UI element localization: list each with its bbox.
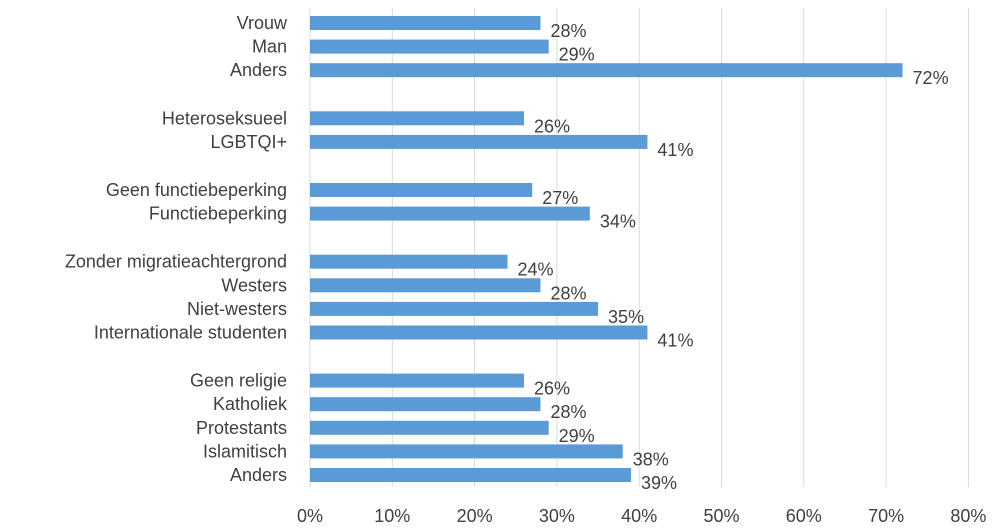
data-label: 38% [633, 449, 669, 469]
data-label: 26% [534, 116, 570, 136]
x-tick-label: 70% [868, 506, 904, 526]
x-tick-label: 10% [374, 506, 410, 526]
data-label: 35% [608, 307, 644, 327]
x-axis-tick-labels: 0% 10% 20% 30% 40% 50% 60% 70% 80% [297, 506, 986, 526]
bar [310, 39, 549, 54]
data-label: 27% [542, 188, 578, 208]
data-label: 28% [550, 283, 586, 303]
category-label: Internationale studenten [94, 323, 287, 343]
bar [310, 111, 524, 126]
category-label: Niet-westers [187, 299, 287, 319]
data-label: 29% [559, 45, 595, 65]
data-labels: 28% 29% 72% 26% 41% 27% 34% 24% 28% 35% 41% 26% 28% 2… [518, 21, 949, 493]
gridlines [309, 8, 969, 487]
bar [310, 63, 903, 78]
bar [310, 206, 590, 221]
bar [310, 16, 541, 30]
bar [310, 397, 541, 412]
category-label: Anders [230, 60, 287, 80]
bar [310, 254, 508, 269]
bars [310, 16, 903, 482]
category-label: Anders [230, 465, 287, 485]
x-tick-label: 30% [539, 506, 575, 526]
category-label: Protestants [196, 418, 287, 438]
data-label: 28% [550, 402, 586, 422]
data-label: 41% [657, 331, 693, 351]
bar [310, 278, 541, 293]
category-label: Man [252, 37, 287, 57]
category-label: Zonder migratieachtergrond [65, 252, 287, 272]
x-tick-label: 40% [621, 506, 657, 526]
bar [310, 373, 524, 388]
category-labels: Vrouw Man Anders Heteroseksueel LGBTQI+ Geen … [65, 13, 288, 485]
x-tick-label: 80% [950, 506, 986, 526]
data-label: 39% [641, 473, 677, 493]
data-label: 24% [518, 260, 554, 280]
bar [310, 134, 648, 149]
bar [310, 301, 599, 316]
data-label: 29% [559, 426, 595, 446]
category-label: Islamitisch [203, 441, 287, 461]
data-label: 28% [550, 21, 586, 41]
category-label: Geen functiebeperking [106, 180, 287, 200]
category-label: Katholiek [213, 394, 288, 414]
bar [310, 444, 623, 459]
x-tick-label: 50% [703, 506, 739, 526]
data-label: 34% [600, 212, 636, 232]
x-tick-label: 60% [786, 506, 822, 526]
category-label: Vrouw [237, 13, 288, 33]
category-label: LGBTQI+ [210, 132, 287, 152]
category-label: Geen religie [190, 371, 287, 391]
data-label: 72% [913, 68, 949, 88]
bar [310, 325, 648, 340]
bar [310, 183, 533, 197]
bar [310, 468, 631, 482]
data-label: 41% [657, 140, 693, 160]
data-label: 26% [534, 379, 570, 399]
x-tick-label: 20% [457, 506, 493, 526]
x-tick-label: 0% [297, 506, 323, 526]
category-label: Westers [221, 275, 287, 295]
category-label: Functiebeperking [149, 204, 287, 224]
category-label: Heteroseksueel [162, 108, 287, 128]
bar [310, 420, 549, 435]
